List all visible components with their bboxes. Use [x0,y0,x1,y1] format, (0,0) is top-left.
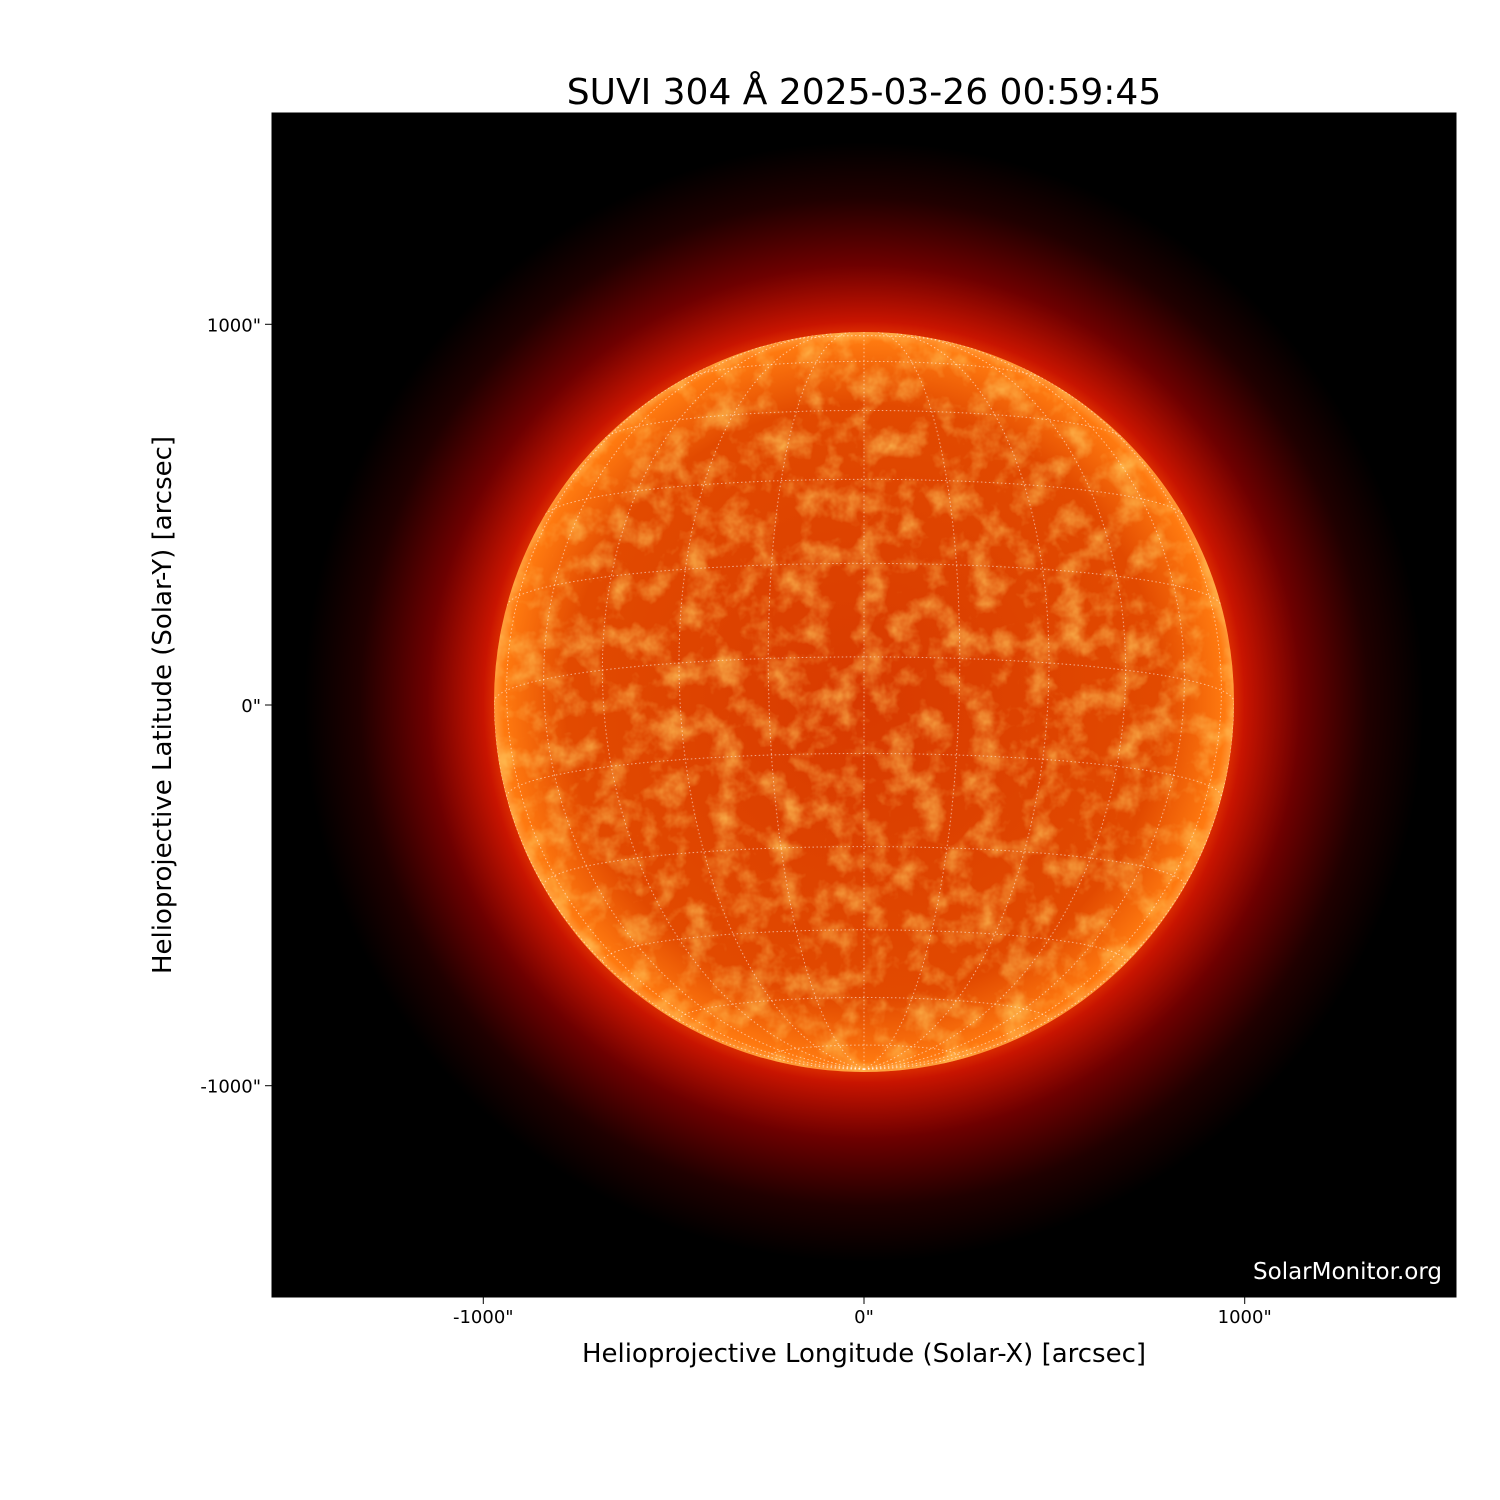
y-tick-label: 1000" [207,315,261,336]
longitude-line [863,701,1234,1070]
x-axis-label: Helioprojective Longitude (Solar-X) [arc… [582,1339,1146,1369]
latitude-line [779,335,949,343]
image-axes: SolarMonitor.org [272,113,1456,1297]
y-axis-label: Helioprojective Latitude (Solar-Y) [arcs… [148,436,178,974]
heliographic-grid [494,332,1234,1070]
latitude-line [544,478,1184,515]
y-tick-label: -1000" [200,1077,261,1098]
latitude-line [506,753,1222,798]
longitude-line [863,339,1185,1070]
latitude-line [494,656,1234,703]
latitude-line [543,846,1185,886]
latitude-line [601,929,1127,962]
latitude-line [684,360,1044,379]
watermark: SolarMonitor.org [1253,1259,1442,1285]
chart-title: SUVI 304 Å 2025-03-26 00:59:45 [567,70,1161,113]
longitude-line [863,332,961,1070]
x-tick-label: 0" [854,1307,874,1328]
longitude-line [678,333,865,1070]
longitude-line [601,334,865,1070]
latitude-line [604,409,1124,439]
latitude-line [678,997,1050,1021]
x-tick-label: 1000" [1218,1307,1272,1328]
y-tick-label: 0" [241,696,261,717]
longitude-line [543,339,865,1070]
longitude-line [767,332,865,1070]
ticks: -1000" 0" 1000" 1000" 0" -1000" [200,315,1271,1328]
latitude-line [506,562,1222,606]
latitude-line [767,1044,961,1057]
x-tick-label: -1000" [453,1307,514,1328]
longitude-line [863,333,1050,1070]
longitude-line [863,334,1127,1070]
